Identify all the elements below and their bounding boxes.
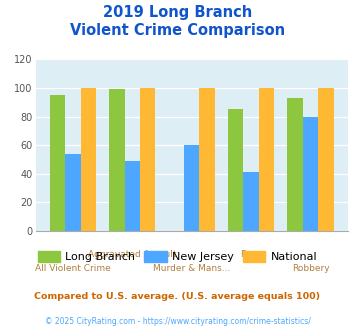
- Text: Violent Crime Comparison: Violent Crime Comparison: [70, 23, 285, 38]
- Bar: [50, 95, 65, 231]
- Text: Murder & Mans...: Murder & Mans...: [153, 264, 230, 273]
- Legend: Long Branch, New Jersey, National: Long Branch, New Jersey, National: [33, 247, 322, 267]
- Bar: [303, 116, 318, 231]
- Bar: [228, 110, 244, 231]
- Bar: [125, 161, 140, 231]
- Bar: [244, 172, 259, 231]
- Text: Compared to U.S. average. (U.S. average equals 100): Compared to U.S. average. (U.S. average …: [34, 292, 321, 301]
- Text: All Violent Crime: All Violent Crime: [35, 264, 111, 273]
- Bar: [184, 145, 200, 231]
- Bar: [81, 88, 96, 231]
- Text: 2019 Long Branch: 2019 Long Branch: [103, 5, 252, 20]
- Text: © 2025 CityRating.com - https://www.cityrating.com/crime-statistics/: © 2025 CityRating.com - https://www.city…: [45, 317, 310, 326]
- Bar: [259, 88, 274, 231]
- Bar: [318, 88, 334, 231]
- Bar: [140, 88, 155, 231]
- Text: Robbery: Robbery: [292, 264, 329, 273]
- Bar: [65, 154, 81, 231]
- Bar: [287, 98, 303, 231]
- Text: Rape: Rape: [240, 250, 263, 259]
- Text: Aggravated Assault: Aggravated Assault: [88, 250, 176, 259]
- Bar: [109, 89, 125, 231]
- Bar: [200, 88, 215, 231]
